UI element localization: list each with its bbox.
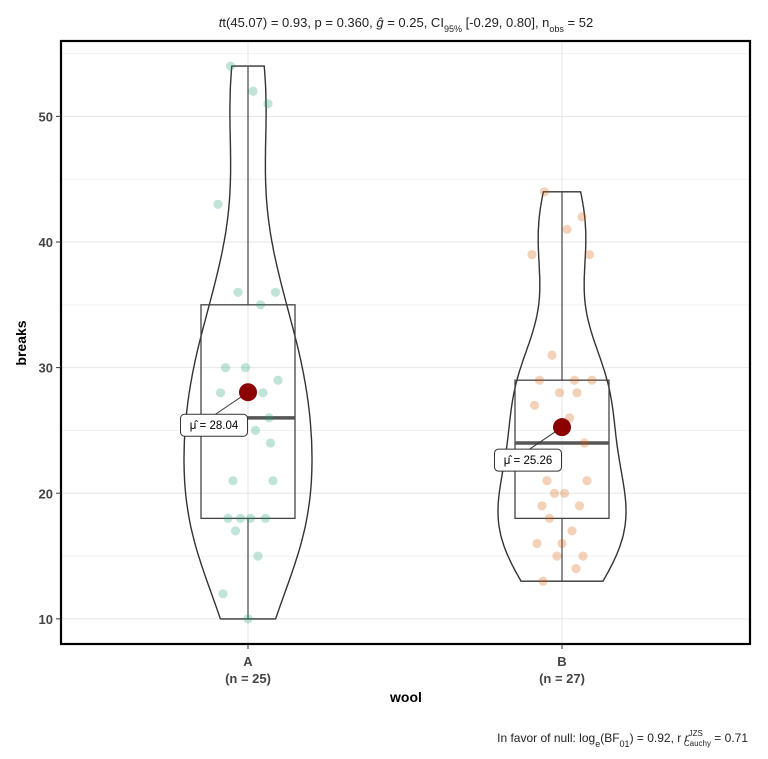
data-point-A xyxy=(215,388,226,398)
data-point-A xyxy=(225,61,236,71)
data-point-A xyxy=(263,99,273,109)
mean-markers: μ̂ = 28.04 μ̂ = 25.26 xyxy=(180,383,571,472)
chart-caption: In favor of null: loge(BF01) = 0.92, r r… xyxy=(497,729,748,749)
y-axis: 10 20 30 40 50 xyxy=(39,109,61,627)
data-point-A xyxy=(230,526,241,536)
data-point-A xyxy=(273,375,283,385)
data-point-A xyxy=(255,300,266,310)
caption-r-sup: JZS xyxy=(689,729,703,738)
data-point-B xyxy=(554,388,565,398)
data-point-B xyxy=(549,488,560,498)
data-point-B xyxy=(572,388,582,398)
data-point-A xyxy=(220,363,231,373)
grid xyxy=(61,41,750,644)
data-point-B xyxy=(569,375,580,385)
data-point-A xyxy=(235,513,246,524)
data-point-B xyxy=(562,224,572,234)
data-point-B xyxy=(578,551,588,561)
mean-label-box-B xyxy=(494,448,562,472)
mean-marker-A xyxy=(239,383,257,402)
x-tick-count-B: (n = 27) xyxy=(539,671,585,686)
data-point-B xyxy=(547,350,557,360)
mean-label-box-A xyxy=(180,413,248,437)
data-point-A xyxy=(245,513,256,524)
data-point-B xyxy=(529,400,540,410)
data-point-B xyxy=(571,564,581,574)
y-tick-label: 30 xyxy=(39,361,53,376)
data-point-B xyxy=(534,375,545,385)
x-tick-label-A: A xyxy=(243,654,253,669)
violin-A xyxy=(183,65,313,620)
data-point-B xyxy=(552,551,562,561)
caption-r-value: = 0.71 xyxy=(711,731,748,745)
data-point-A xyxy=(228,476,238,486)
y-tick-label: 40 xyxy=(39,235,53,250)
mean-label-A: μ̂ = 28.04 xyxy=(190,420,239,432)
data-point-B xyxy=(532,538,542,549)
data-point-B xyxy=(557,538,567,549)
data-point-A xyxy=(213,199,223,209)
data-point-B xyxy=(587,375,597,385)
data-point-A xyxy=(253,551,263,561)
data-point-A xyxy=(270,287,281,297)
x-axis: A (n = 25) B (n = 27) xyxy=(225,644,585,686)
chart-subtitle: tt(45.07) = 0.93, p = 0.360, ĝ = 0.25, C… xyxy=(219,15,593,34)
data-point-A xyxy=(260,513,271,524)
y-tick-label: 20 xyxy=(39,486,53,501)
y-tick-label: 10 xyxy=(39,612,53,627)
data-point-A xyxy=(223,513,233,524)
data-point-A xyxy=(268,476,278,486)
data-point-A xyxy=(243,614,253,624)
x-tick-count-A: (n = 25) xyxy=(225,671,271,686)
data-point-B xyxy=(584,250,595,260)
data-point-A xyxy=(258,388,268,398)
data-point-A xyxy=(265,438,276,448)
data-point-A xyxy=(233,287,243,297)
data-point-B xyxy=(527,250,537,260)
data-point-B xyxy=(567,526,577,536)
data-point-A xyxy=(218,589,228,599)
mean-marker-B xyxy=(553,418,571,437)
mean-label-B: μ̂ = 25.26 xyxy=(504,455,553,467)
data-point-B xyxy=(542,476,552,486)
data-point-B xyxy=(559,488,570,498)
y-axis-title: breaks xyxy=(13,320,29,365)
data-point-B xyxy=(579,438,590,448)
violins xyxy=(183,65,627,620)
data-point-A xyxy=(264,413,274,423)
caption-r-symbol: r xyxy=(685,731,690,745)
box-A xyxy=(200,304,296,520)
data-point-B xyxy=(544,513,555,524)
data-point-B xyxy=(582,476,592,486)
y-tick-label: 50 xyxy=(39,109,53,124)
x-tick-label-B: B xyxy=(557,654,566,669)
data-point-B xyxy=(577,212,587,222)
data-point-A xyxy=(240,363,251,373)
plot-panel-border xyxy=(59,39,752,646)
data-point-B xyxy=(538,576,548,586)
data-point-A xyxy=(248,86,258,96)
data-point-B xyxy=(574,501,585,511)
boxplots xyxy=(200,66,610,619)
data-point-A xyxy=(250,425,261,435)
data-points xyxy=(213,61,597,624)
data-point-B xyxy=(537,501,547,511)
caption-r-sub: Cauchy xyxy=(684,739,711,748)
data-point-B xyxy=(539,187,550,197)
x-axis-title: wool xyxy=(389,689,422,705)
